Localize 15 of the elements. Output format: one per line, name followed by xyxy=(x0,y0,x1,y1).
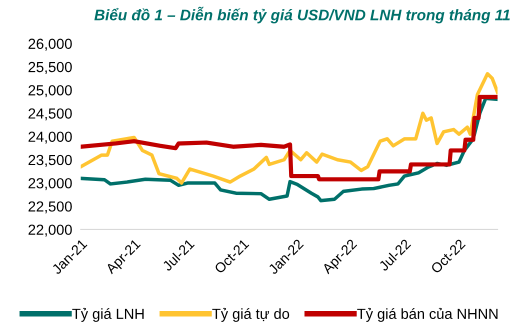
y-tick-label: 25,500 xyxy=(28,62,72,74)
chart-title: Biểu đồ 1 – Diễn biến tỷ giá USD/VND LNH trong tháng 11 xyxy=(94,6,510,24)
line-series xyxy=(80,94,498,182)
y-tick-label: 23,500 xyxy=(28,154,72,167)
y-tick-label: 24,500 xyxy=(28,108,72,120)
legend-label: Tỷ giá bán của NHNN xyxy=(357,308,498,322)
y-tick-label: 22,500 xyxy=(28,201,72,214)
y-tick-label: 24,000 xyxy=(28,132,72,144)
legend-label: Tỷ giá tự do xyxy=(212,308,290,322)
line-series xyxy=(80,72,498,185)
legend-label: Tỷ giá LNH xyxy=(72,308,144,322)
y-tick-label: 22,000 xyxy=(28,224,72,237)
y-tick-label: 25,000 xyxy=(28,85,72,98)
y-tick-label: 26,000 xyxy=(28,38,72,51)
y-tick-label: 23,000 xyxy=(28,178,72,190)
